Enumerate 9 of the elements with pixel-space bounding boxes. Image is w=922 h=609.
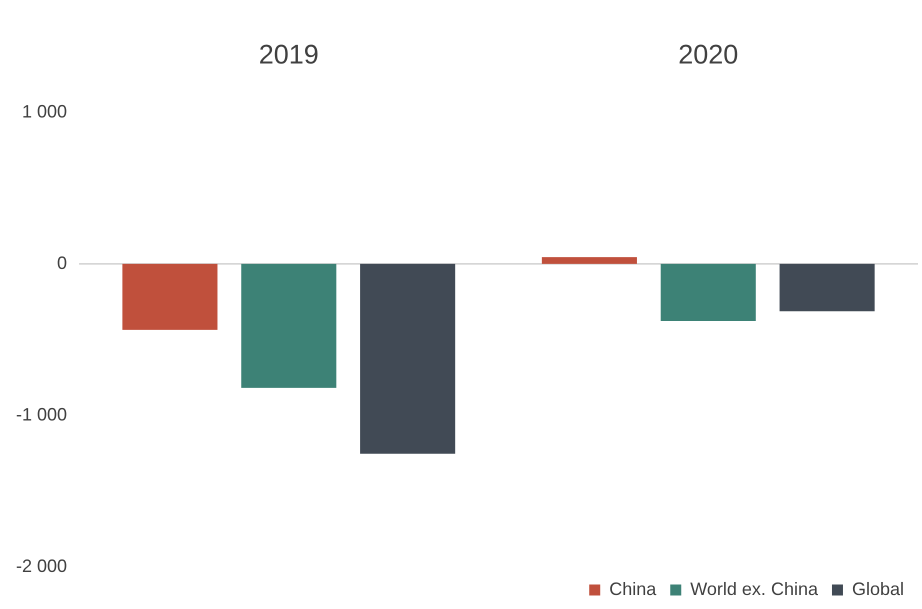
y-tick-label: 1 000 bbox=[22, 101, 68, 122]
y-tick-label: -1 000 bbox=[16, 404, 68, 424]
y-tick-label: -2 000 bbox=[16, 556, 68, 576]
x-tick-label: 2020 bbox=[678, 40, 738, 70]
legend-label: China bbox=[609, 578, 658, 599]
legend-label: World ex. China bbox=[690, 578, 819, 599]
x-tick-label: 2019 bbox=[258, 40, 319, 70]
y-tick-label: 0 bbox=[57, 252, 68, 273]
legend-label: Global bbox=[852, 578, 904, 599]
